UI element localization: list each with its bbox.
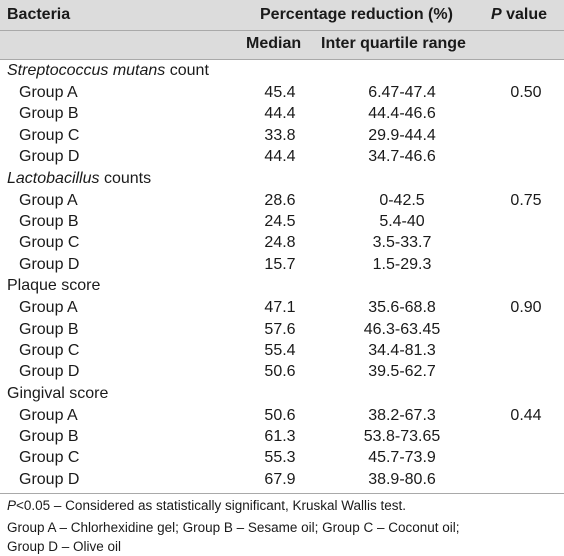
iqr-cell: 53.8-73.65 (363, 428, 441, 446)
group-cell: Group C (19, 341, 80, 359)
p-value-cell: 0.44 (510, 406, 542, 424)
median-cell: 47.1 (264, 299, 296, 317)
median-cell: 50.6 (264, 406, 296, 424)
median-cell: 55.3 (264, 449, 296, 467)
group-cell: Group C (19, 126, 80, 144)
section-title: Gingival score (0, 382, 564, 405)
p-value-cell: 0.90 (510, 299, 542, 317)
bacteria-column-header: Bacteria (7, 6, 71, 23)
table-row: Group A 50.6 38.2-67.3 0.44 (0, 404, 564, 427)
section-title: Streptococcus mutans count (0, 60, 564, 82)
group-cell: Group A (19, 84, 78, 101)
median-cell: 61.3 (264, 428, 296, 446)
median-cell: 33.8 (264, 126, 296, 144)
p-value-header: P value (491, 6, 547, 24)
table-row: Group D 67.9 38.9-80.6 (0, 468, 564, 491)
iqr-cell: 34.4-81.3 (368, 341, 436, 359)
p-value-italic: P (491, 6, 502, 23)
median-cell: 24.5 (264, 212, 296, 230)
median-cell: 55.4 (264, 341, 296, 359)
iqr-cell: 3.5-33.7 (372, 234, 432, 252)
group-cell: Group A (19, 191, 78, 209)
iqr-cell: 45.7-73.9 (368, 449, 436, 467)
group-cell: Group B (19, 320, 79, 338)
iqr-cell: 0-42.5 (379, 191, 425, 209)
iqr-subheader: Inter quartile range (321, 35, 466, 52)
section-title-italic: Streptococcus mutans (7, 62, 166, 79)
table-bottom-rule (0, 493, 564, 495)
group-cell: Group D (19, 148, 80, 166)
table-row: Group B 61.3 53.8-73.65 (0, 426, 564, 448)
iqr-cell: 29.9-44.4 (368, 126, 436, 144)
median-cell: 15.7 (264, 255, 296, 273)
p-value-cell: 0.50 (510, 84, 542, 101)
group-cell: Group A (19, 299, 78, 317)
table-row: Group D 50.6 39.5-62.7 (0, 361, 564, 383)
table-row: Group B 44.4 44.4-46.6 (0, 103, 564, 125)
iqr-cell: 5.4-40 (379, 212, 425, 230)
group-cell: Group B (19, 212, 79, 230)
section-title-italic: Lactobacillus (7, 169, 100, 187)
table-body: Streptococcus mutans count Group A 45.4 6.4… (0, 60, 564, 491)
table-row: Group B 24.5 5.4-40 (0, 210, 564, 233)
table-row: Group A 47.1 35.6-68.8 0.90 (0, 297, 564, 319)
footnote-groups-line1: Group A – Chlorhexidine gel; Group B – S… (7, 520, 460, 536)
median-cell: 67.9 (264, 470, 296, 488)
footnote-groups: Group A – Chlorhexidine gel; Group B – S… (0, 518, 564, 556)
section-title-text: counts (99, 169, 152, 187)
group-cell: Group B (19, 428, 79, 446)
table-row: Group B 57.6 46.3-63.45 (0, 318, 564, 340)
group-cell: Group D (19, 470, 80, 488)
iqr-cell: 44.4-46.6 (368, 105, 436, 123)
p-value-suffix: value (501, 6, 548, 23)
p-value-cell: 0.75 (510, 191, 542, 209)
section-title: Lactobacillus counts (0, 167, 564, 190)
median-cell: 44.4 (264, 148, 296, 166)
median-subheader: Median (246, 35, 302, 52)
group-cell: Group D (19, 363, 80, 381)
iqr-cell: 39.5-62.7 (368, 363, 436, 381)
table-row: Group C 55.4 34.4-81.3 (0, 339, 564, 362)
section-title-text: Gingival score (7, 384, 109, 402)
median-cell: 24.8 (264, 234, 296, 252)
iqr-cell: 6.47-47.4 (368, 84, 436, 101)
footnote-p-italic: P (7, 498, 17, 514)
median-cell: 57.6 (264, 320, 296, 338)
section-title: Plaque score (0, 275, 564, 298)
table-row: Group D 15.7 1.5-29.3 (0, 253, 564, 276)
table-row: Group C 55.3 45.7-73.9 (0, 447, 564, 469)
footnote-groups-line2: Group D – Olive oil (7, 539, 122, 555)
iqr-cell: 46.3-63.45 (363, 320, 441, 338)
median-cell: 50.6 (264, 363, 296, 381)
table-header: Bacteria Percentage reduction (%) P valu… (0, 0, 564, 60)
group-cell: Group D (19, 255, 80, 273)
iqr-cell: 38.9-80.6 (368, 470, 436, 488)
table-row: Group A 45.4 6.47-47.4 0.50 (0, 82, 564, 104)
iqr-cell: 1.5-29.3 (372, 255, 432, 273)
footnote-significance: P<0.05 – Considered as statistically sig… (0, 496, 564, 516)
iqr-cell: 38.2-67.3 (368, 406, 436, 424)
footnote-significance-text: <0.05 – Considered as statistically sign… (16, 498, 407, 514)
table-row: Group D 44.4 34.7-46.6 (0, 146, 564, 168)
group-cell: Group C (19, 234, 80, 252)
header-row-1: Bacteria Percentage reduction (%) P valu… (0, 0, 564, 30)
iqr-cell: 35.6-68.8 (368, 299, 436, 317)
header-row-2: Median Inter quartile range (0, 30, 564, 60)
section-title-text: count (165, 62, 209, 79)
section-title-text: Plaque score (7, 277, 101, 295)
group-cell: Group C (19, 449, 80, 467)
percentage-reduction-header: Percentage reduction (%) (260, 6, 453, 23)
median-cell: 45.4 (264, 84, 296, 101)
table-row: Group A 28.6 0-42.5 0.75 (0, 189, 564, 211)
table-row: Group C 24.8 3.5-33.7 (0, 232, 564, 254)
table-row: Group C 33.8 29.9-44.4 (0, 124, 564, 147)
group-cell: Group B (19, 105, 79, 123)
group-cell: Group A (19, 406, 78, 424)
median-cell: 28.6 (264, 191, 296, 209)
iqr-cell: 34.7-46.6 (368, 148, 436, 166)
median-cell: 44.4 (264, 105, 296, 123)
